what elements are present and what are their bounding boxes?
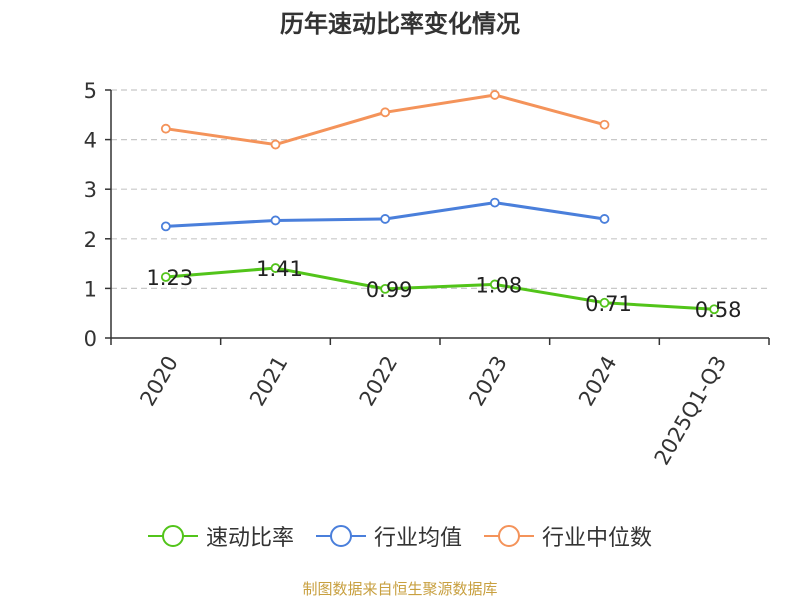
series-2-point-3 <box>489 90 500 100</box>
y-tick-label-4: 4 <box>84 129 97 153</box>
data-label-1: 1.41 <box>256 257 303 281</box>
legend-swatch-industry-mean <box>315 525 366 547</box>
y-tick-label-5: 5 <box>84 79 97 103</box>
legend-item-industry-mean[interactable]: 行业均值 <box>315 520 462 552</box>
series-points <box>160 90 720 315</box>
data-label-0: 1.23 <box>146 266 193 290</box>
x-tick-label-1: 2021 <box>245 352 293 410</box>
series-0-point-0 <box>160 272 171 282</box>
legend-item-quick-ratio[interactable]: 速动比率 <box>147 520 294 552</box>
legend-label-industry-median: 行业中位数 <box>542 526 653 551</box>
data-labels: 1.23 1.41 0.99 1.08 0.71 0.58 <box>146 257 741 322</box>
series-2-point-1 <box>270 139 281 150</box>
y-tick-label-2: 2 <box>84 228 97 252</box>
series-1-point-1 <box>270 215 281 226</box>
series-0-point-4 <box>599 297 610 308</box>
data-label-2: 0.99 <box>366 278 413 302</box>
y-tick-label-1: 1 <box>84 277 97 301</box>
series-0-point-5 <box>709 304 720 315</box>
series-0-point-1 <box>270 263 281 273</box>
chart-title: 历年速动比率变化情况 <box>280 10 520 38</box>
x-axis-ticks: 2020 2021 2022 2023 2024 2025Q1-Q3 <box>110 338 770 469</box>
y-tick-label-0: 0 <box>84 327 97 351</box>
x-tick-label-5: 2025Q1-Q3 <box>650 352 732 469</box>
legend-swatch-industry-median <box>484 525 534 547</box>
axes <box>110 90 769 339</box>
grid-lines <box>111 89 769 289</box>
legend-label-quick-ratio: 速动比率 <box>205 526 294 551</box>
series-1-point-0 <box>160 221 171 232</box>
x-tick-label-4: 2024 <box>574 352 622 410</box>
series-1-point-2 <box>380 214 391 224</box>
y-tick-label-3: 3 <box>84 178 97 202</box>
series-line-2 <box>165 93 605 147</box>
legend-item-industry-median[interactable]: 行业中位数 <box>484 520 652 552</box>
series-0-point-2 <box>380 283 391 294</box>
series-0-point-3 <box>489 279 500 290</box>
source-note: 制图数据来自恒生聚源数据库 <box>302 580 498 598</box>
series-1-point-4 <box>599 214 610 224</box>
x-tick-label-2: 2022 <box>355 352 403 410</box>
data-label-4: 0.71 <box>585 292 632 316</box>
legend: 速动比率 行业均值 行业中位数 <box>0 520 800 552</box>
data-label-5: 0.58 <box>695 298 742 322</box>
x-tick-label-3: 2023 <box>464 352 512 410</box>
legend-swatch-quick-ratio <box>147 525 198 547</box>
series-lines <box>165 93 715 311</box>
series-1-point-3 <box>489 197 500 208</box>
y-axis-ticks: 0 1 2 3 4 5 <box>84 79 111 351</box>
series-2-point-2 <box>380 107 391 118</box>
series-line-0 <box>165 266 715 311</box>
data-label-3: 1.08 <box>475 273 522 297</box>
x-tick-label-0: 2020 <box>135 352 183 410</box>
series-2-point-4 <box>599 119 610 130</box>
series-2-point-0 <box>160 123 171 134</box>
legend-label-industry-mean: 行业均值 <box>373 526 462 551</box>
